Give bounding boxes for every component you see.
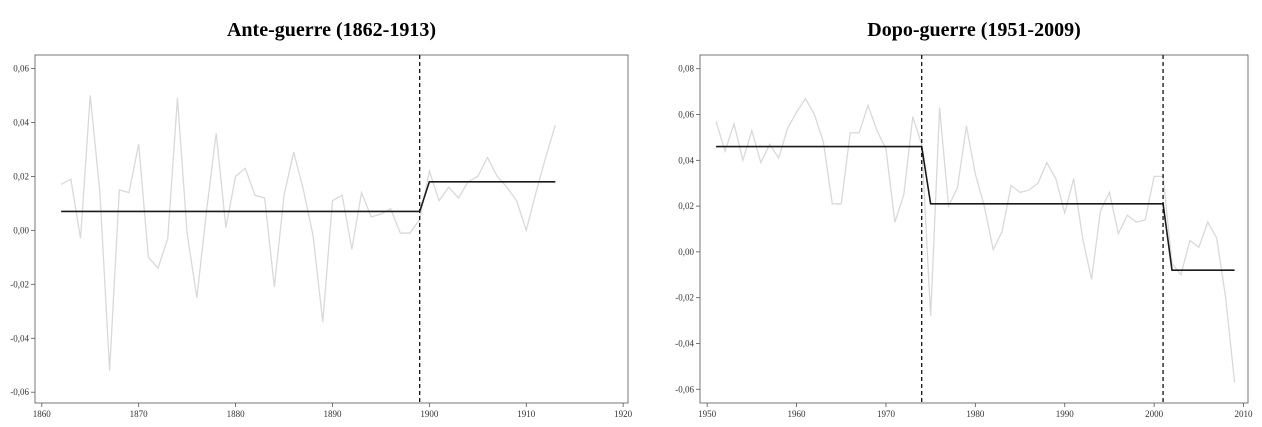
x-tick-label: 1950 bbox=[698, 409, 717, 419]
plot-frame bbox=[34, 54, 629, 404]
y-tick-label: 0,00 bbox=[13, 225, 29, 235]
plot-frame bbox=[699, 54, 1249, 404]
y-tick-label: 0,02 bbox=[678, 201, 694, 211]
y-tick-label: 0,08 bbox=[678, 64, 694, 74]
x-tick-label: 1980 bbox=[966, 409, 985, 419]
y-tick-label: 0,06 bbox=[13, 63, 29, 73]
y-tick-label: 0,00 bbox=[678, 247, 694, 257]
x-tick-label: 1920 bbox=[614, 409, 633, 419]
x-tick-label: 1900 bbox=[420, 409, 439, 419]
x-tick-label: 2010 bbox=[1235, 409, 1254, 419]
x-tick-label: 1960 bbox=[788, 409, 807, 419]
x-tick-label: 1890 bbox=[323, 409, 342, 419]
y-tick-label: -0,02 bbox=[675, 293, 694, 303]
series-line bbox=[60, 95, 556, 371]
y-tick-label: -0,04 bbox=[10, 333, 29, 343]
fitted-line bbox=[716, 145, 1235, 272]
x-tick-label: 1860 bbox=[33, 409, 52, 419]
x-tick-label: 1970 bbox=[877, 409, 896, 419]
y-tick-label: -0,06 bbox=[675, 384, 694, 394]
x-tick-label: 1910 bbox=[517, 409, 536, 419]
y-tick-label: 0,04 bbox=[678, 155, 694, 165]
chart-title: Ante-guerre (1862-1913) bbox=[227, 19, 436, 41]
y-tick-label: -0,04 bbox=[675, 338, 694, 348]
fitted-line bbox=[61, 180, 556, 213]
y-tick-label: -0,02 bbox=[10, 279, 29, 289]
y-tick-label: 0,02 bbox=[13, 171, 29, 181]
y-tick-label: 0,06 bbox=[678, 110, 694, 120]
x-tick-label: 1880 bbox=[227, 409, 246, 419]
x-tick-label: 1990 bbox=[1056, 409, 1075, 419]
chart-title: Dopo-guerre (1951-2009) bbox=[867, 19, 1080, 41]
y-tick-label: 0,04 bbox=[13, 117, 29, 127]
x-tick-label: 2000 bbox=[1145, 409, 1164, 419]
x-tick-label: 1870 bbox=[130, 409, 149, 419]
series-line bbox=[715, 97, 1236, 383]
y-tick-label: -0,06 bbox=[10, 387, 29, 397]
